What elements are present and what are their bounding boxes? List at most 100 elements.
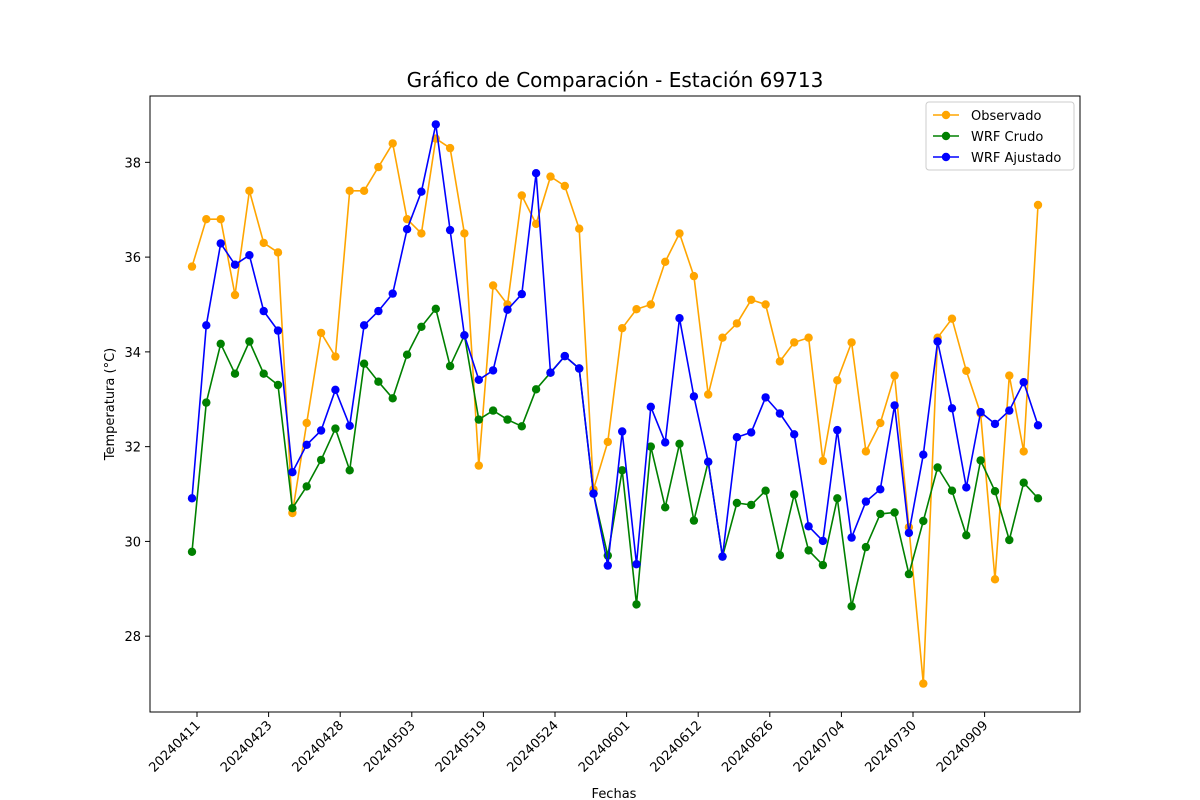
data-point xyxy=(302,418,311,428)
data-point xyxy=(460,229,469,238)
data-point xyxy=(216,339,225,348)
data-point xyxy=(531,385,541,394)
data-point xyxy=(273,380,283,390)
data-point xyxy=(689,392,699,401)
data-point xyxy=(316,328,326,338)
data-point xyxy=(990,487,1000,496)
data-point xyxy=(417,187,426,196)
series-line xyxy=(191,123,1039,567)
data-point xyxy=(445,225,455,235)
data-point xyxy=(445,143,455,153)
legend-label: WRF Crudo xyxy=(971,130,1043,145)
data-point xyxy=(732,498,742,508)
chart-title: Gráfico de Comparación - Estación 69713 xyxy=(407,68,824,92)
data-point xyxy=(675,439,684,448)
data-point xyxy=(531,219,541,229)
data-point xyxy=(1019,447,1028,456)
data-point xyxy=(833,494,842,503)
data-point xyxy=(876,418,885,428)
y-tick-label: 32 xyxy=(124,441,141,456)
data-point xyxy=(804,546,813,555)
data-point xyxy=(919,516,928,526)
data-point xyxy=(202,321,211,330)
data-point xyxy=(488,281,498,290)
data-point xyxy=(747,428,756,437)
legend-marker xyxy=(941,152,951,162)
data-point xyxy=(962,531,971,540)
data-point xyxy=(661,438,670,447)
data-point xyxy=(747,295,756,304)
data-point xyxy=(517,191,526,200)
data-point xyxy=(632,600,641,609)
plot-frame xyxy=(149,95,1081,713)
data-point xyxy=(575,364,584,373)
data-point xyxy=(445,361,455,371)
data-point xyxy=(359,359,369,368)
data-point xyxy=(546,172,555,181)
x-tick-label: 20240601 xyxy=(576,718,633,775)
legend-item: Observado xyxy=(933,109,1042,124)
legend-item: WRF Ajustado xyxy=(933,151,1061,166)
data-point xyxy=(288,468,297,477)
data-point xyxy=(259,306,268,316)
data-point xyxy=(402,350,412,359)
y-tick-label: 38 xyxy=(124,156,141,171)
data-point xyxy=(560,181,569,191)
data-point xyxy=(775,409,785,418)
data-point xyxy=(288,504,297,513)
x-tick-label: 20240524 xyxy=(504,718,561,775)
data-point xyxy=(359,186,369,195)
data-point xyxy=(187,262,197,271)
series-line xyxy=(191,307,1039,608)
data-point xyxy=(947,486,957,495)
data-point xyxy=(661,503,670,512)
data-point xyxy=(632,560,641,569)
data-point xyxy=(245,186,254,195)
data-point xyxy=(503,305,512,314)
data-point xyxy=(517,422,526,431)
data-point xyxy=(704,457,713,466)
data-point xyxy=(618,427,627,436)
data-point xyxy=(1033,200,1043,210)
data-point xyxy=(273,326,283,335)
data-point xyxy=(933,337,942,346)
data-point xyxy=(431,120,440,129)
series-layer xyxy=(187,120,1043,688)
data-point xyxy=(689,271,699,281)
data-point xyxy=(933,463,942,472)
data-point xyxy=(847,533,856,542)
data-point xyxy=(818,456,828,466)
y-axis-label: Temperatura (°C) xyxy=(103,348,118,461)
data-point xyxy=(245,251,254,260)
data-point xyxy=(402,215,412,224)
data-point xyxy=(488,366,498,375)
x-tick-label: 20240503 xyxy=(361,718,418,775)
data-point xyxy=(919,679,928,688)
data-point xyxy=(345,186,354,195)
data-point xyxy=(546,368,555,377)
legend: Observado WRF Crudo WRF Ajustado xyxy=(925,101,1075,171)
legend-item: WRF Crudo xyxy=(933,130,1043,145)
legend-label: WRF Ajustado xyxy=(971,151,1061,166)
x-axis: 20240411 20240423 20240428 20240503 20240519… xyxy=(146,712,991,776)
data-point xyxy=(187,547,197,556)
data-point xyxy=(861,542,871,552)
data-point xyxy=(474,415,483,424)
data-point xyxy=(230,290,240,300)
data-point xyxy=(316,426,326,435)
legend-marker xyxy=(941,131,951,141)
x-tick-label: 20240612 xyxy=(648,718,705,775)
x-tick-label: 20240730 xyxy=(862,718,919,775)
data-point xyxy=(431,304,440,313)
data-point xyxy=(632,305,641,314)
data-point xyxy=(1033,494,1043,503)
data-point xyxy=(603,561,612,570)
data-point xyxy=(1005,406,1014,415)
data-point xyxy=(861,447,871,456)
y-tick-label: 34 xyxy=(124,346,141,361)
data-point xyxy=(417,229,426,238)
data-point xyxy=(331,385,340,394)
data-point xyxy=(790,338,799,347)
data-point xyxy=(718,333,727,342)
series-line xyxy=(191,137,1039,685)
